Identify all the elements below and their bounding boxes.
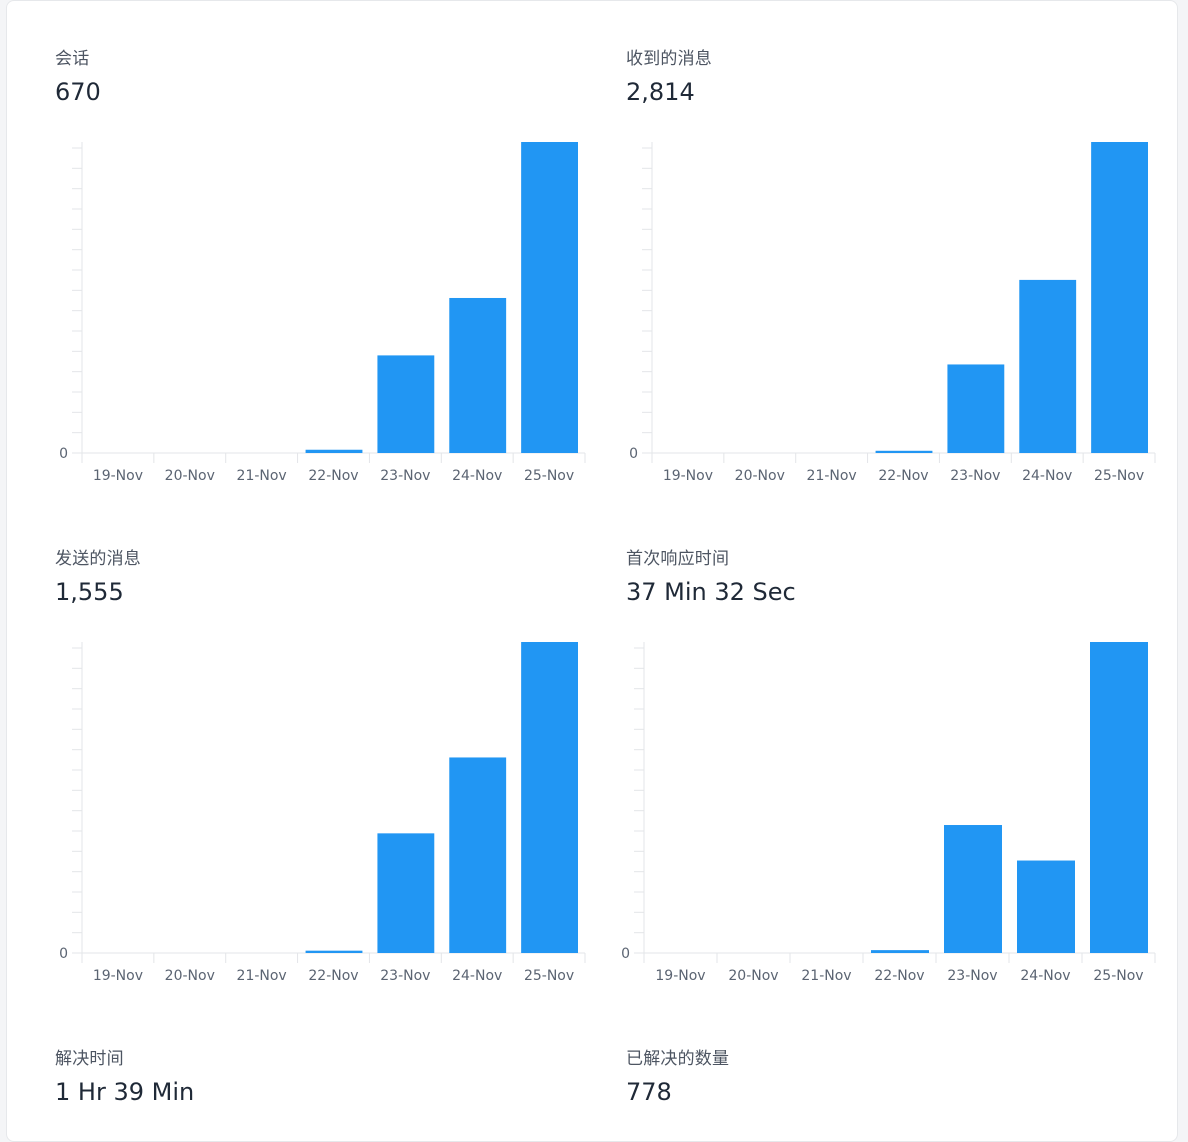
x-tick-label: 21-Nov	[237, 468, 287, 484]
bar-25-Nov	[1091, 142, 1148, 453]
bar-24-Nov	[1019, 279, 1077, 453]
y-tick-label: 0	[59, 446, 68, 462]
x-tick-label: 19-Nov	[663, 468, 713, 484]
metric-label: 会话	[55, 49, 90, 69]
bar-22-Nov	[871, 950, 929, 953]
bar-25-Nov	[521, 142, 578, 453]
metric-resolved-count: 已解决的数量 778	[626, 1048, 729, 1108]
x-tick-label: 22-Nov	[874, 968, 924, 984]
metric-label: 解决时间	[55, 1049, 124, 1069]
x-tick-label: 25-Nov	[1093, 968, 1143, 984]
x-tick-label: 22-Nov	[308, 468, 358, 484]
x-tick-label: 24-Nov	[1022, 468, 1072, 484]
x-tick-label: 24-Nov	[1020, 968, 1070, 984]
bar-23-Nov	[947, 364, 1005, 453]
x-tick-label: 19-Nov	[93, 468, 143, 484]
metric-value: 1,555	[55, 578, 124, 606]
metric-first-response-time: 首次响应时间 37 Min 32 Sec	[626, 548, 796, 608]
metric-value: 2,814	[626, 78, 695, 106]
x-tick-label: 23-Nov	[950, 468, 1000, 484]
bar-25-Nov	[521, 642, 578, 953]
metric-label: 首次响应时间	[626, 549, 730, 569]
x-tick-label: 23-Nov	[380, 968, 430, 984]
x-tick-label: 20-Nov	[735, 468, 785, 484]
bar-24-Nov	[1017, 860, 1075, 953]
x-tick-label: 20-Nov	[165, 468, 215, 484]
bar-24-Nov	[449, 757, 507, 953]
metric-label: 发送的消息	[55, 549, 141, 569]
x-tick-label: 23-Nov	[947, 968, 997, 984]
metric-conversations: 会话 670	[55, 48, 101, 108]
x-tick-label: 19-Nov	[93, 968, 143, 984]
x-tick-label: 24-Nov	[452, 468, 502, 484]
metric-value: 670	[55, 78, 101, 106]
metric-value: 778	[626, 1078, 672, 1106]
bar-22-Nov	[305, 449, 363, 453]
x-tick-label: 23-Nov	[380, 468, 430, 484]
y-tick-label: 0	[621, 946, 630, 962]
y-tick-label: 0	[629, 446, 638, 462]
x-tick-label: 20-Nov	[728, 968, 778, 984]
bar-22-Nov	[875, 450, 933, 453]
x-tick-label: 19-Nov	[655, 968, 705, 984]
bar-25-Nov	[1090, 642, 1148, 953]
metric-value: 37 Min 32 Sec	[626, 578, 796, 606]
metric-label: 收到的消息	[626, 49, 712, 69]
x-tick-label: 22-Nov	[308, 968, 358, 984]
x-tick-label: 25-Nov	[1094, 468, 1144, 484]
bar-23-Nov	[944, 825, 1002, 953]
bar-22-Nov	[305, 950, 363, 953]
y-tick-label: 0	[59, 946, 68, 962]
metric-incoming-messages: 收到的消息 2,814	[626, 48, 712, 108]
metric-outgoing-messages: 发送的消息 1,555	[55, 548, 141, 608]
x-tick-label: 20-Nov	[165, 968, 215, 984]
bar-23-Nov	[377, 355, 435, 453]
x-tick-label: 22-Nov	[878, 468, 928, 484]
x-tick-label: 21-Nov	[237, 968, 287, 984]
x-tick-label: 21-Nov	[801, 968, 851, 984]
x-tick-label: 25-Nov	[524, 468, 574, 484]
metric-value: 1 Hr 39 Min	[55, 1078, 195, 1106]
metric-label: 已解决的数量	[626, 1049, 730, 1069]
metric-resolution-time: 解决时间 1 Hr 39 Min	[55, 1048, 194, 1108]
x-tick-label: 25-Nov	[524, 968, 574, 984]
x-tick-label: 21-Nov	[807, 468, 857, 484]
bar-24-Nov	[449, 297, 507, 453]
bar-23-Nov	[377, 833, 435, 953]
x-tick-label: 24-Nov	[452, 968, 502, 984]
